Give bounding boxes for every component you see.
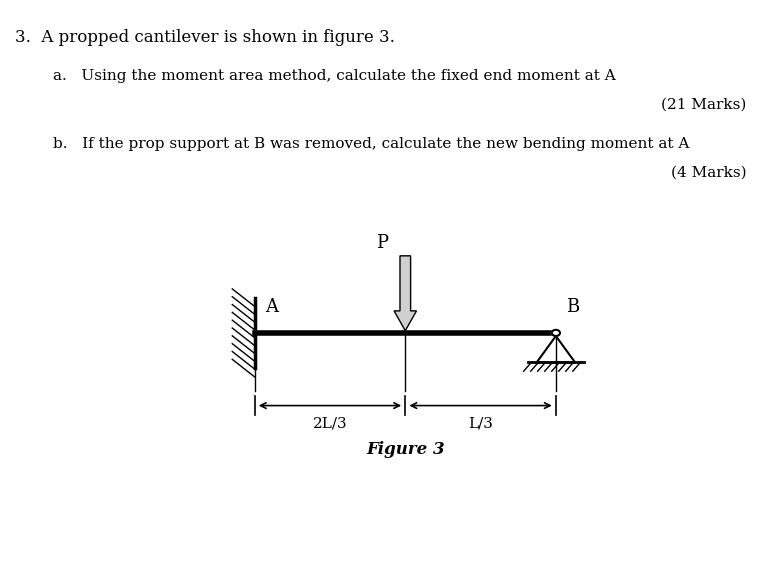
Text: b.   If the prop support at B was removed, calculate the new bending moment at A: b. If the prop support at B was removed,… — [53, 137, 690, 151]
Text: 2L/3: 2L/3 — [312, 416, 347, 431]
Text: L/3: L/3 — [468, 416, 493, 431]
Text: P: P — [376, 235, 388, 252]
Text: Figure 3: Figure 3 — [366, 441, 444, 458]
Text: B: B — [566, 298, 580, 316]
Text: (21 Marks): (21 Marks) — [661, 97, 747, 111]
Text: a.   Using the moment area method, calculate the fixed end moment at A: a. Using the moment area method, calcula… — [53, 69, 616, 82]
Circle shape — [552, 330, 560, 336]
Text: 3.  A propped cantilever is shown in figure 3.: 3. A propped cantilever is shown in figu… — [15, 29, 395, 46]
Text: A: A — [265, 298, 278, 316]
FancyArrow shape — [394, 256, 417, 331]
Text: (4 Marks): (4 Marks) — [671, 166, 747, 180]
